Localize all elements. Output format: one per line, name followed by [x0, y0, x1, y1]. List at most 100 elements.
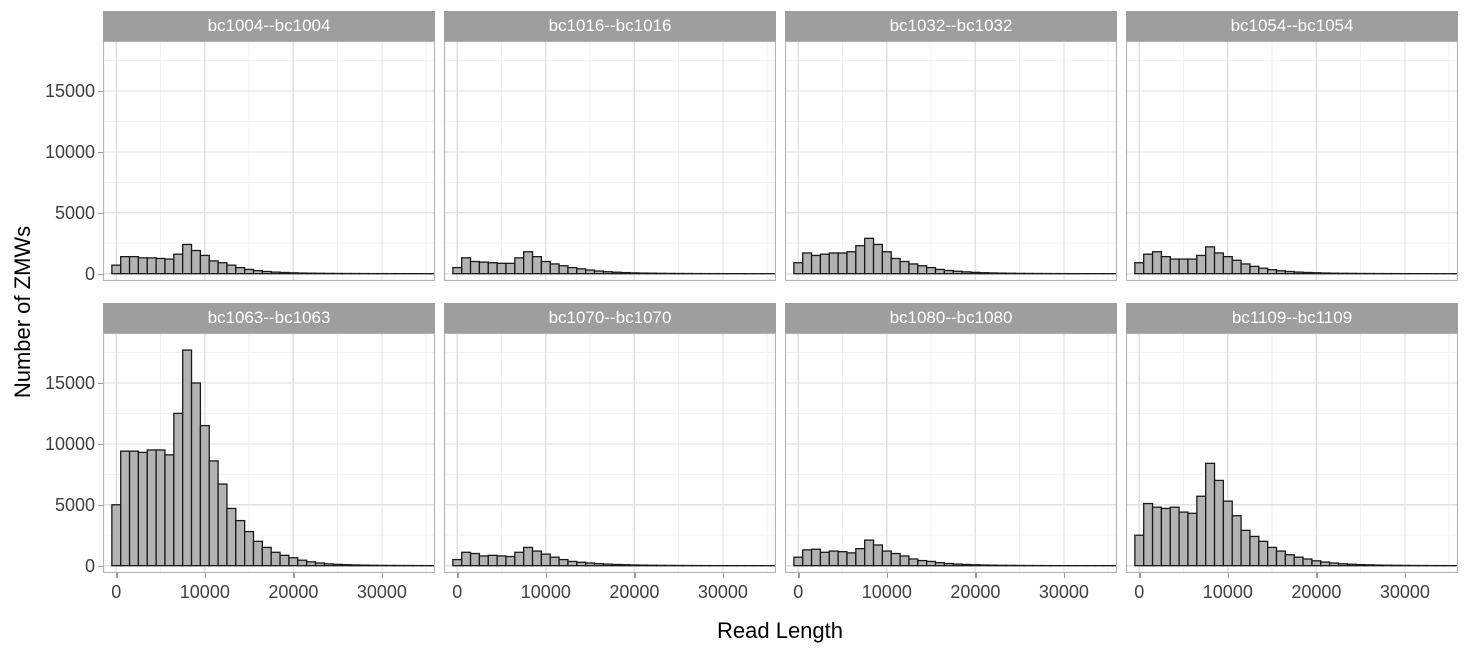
histogram-bar	[1240, 529, 1251, 567]
histogram-bar	[611, 563, 622, 567]
histogram-bar	[1231, 515, 1242, 567]
histogram-bar	[881, 550, 892, 567]
histogram-bar	[629, 564, 640, 567]
y-tick-label: 10000	[44, 433, 95, 454]
histogram-bar	[208, 260, 219, 275]
x-tick-label: 0	[111, 582, 122, 602]
histogram-bar	[146, 449, 157, 567]
histogram-bar	[793, 556, 804, 567]
x-tick-mark	[1227, 573, 1230, 578]
histogram-bars	[793, 237, 1117, 275]
x-tick-mark	[381, 573, 384, 578]
histogram-bar	[943, 562, 954, 567]
x-tick-mark	[634, 573, 636, 578]
x-tick-label: 10000	[1202, 582, 1253, 602]
histogram-bar	[359, 564, 370, 567]
histogram-bar	[1205, 462, 1216, 567]
histogram-bar	[1222, 255, 1233, 275]
y-tick-mark	[98, 443, 103, 446]
histogram-bar	[1311, 560, 1322, 567]
histogram-bar	[1187, 512, 1198, 567]
histogram-bar	[855, 547, 866, 567]
facet-panel-bc1109--bc1109	[1126, 333, 1458, 573]
facet-panel-bc1063--bc1063	[103, 333, 435, 573]
histogram-bar	[558, 265, 569, 275]
y-tick-label: 15000	[44, 80, 95, 101]
histogram-bar	[943, 269, 954, 275]
histogram-bar	[846, 251, 857, 275]
histogram-bar	[970, 564, 981, 567]
histogram-bar	[961, 563, 972, 567]
histogram-bar	[111, 504, 122, 567]
histogram-bar	[540, 553, 551, 567]
histogram-bar	[846, 552, 857, 567]
histogram-bar	[128, 450, 140, 567]
histogram-bar	[558, 558, 569, 567]
panel-background	[1126, 41, 1458, 281]
x-tick-mark	[457, 573, 459, 578]
y-tick-mark	[98, 382, 103, 385]
histogram-bar	[890, 552, 901, 567]
histogram-bar	[323, 563, 334, 567]
minor-gridlines	[1126, 333, 1458, 573]
panel-border	[1126, 333, 1458, 573]
histogram-bar	[208, 460, 219, 567]
x-tick-mark	[1404, 573, 1407, 578]
facet-panel-bc1016--bc1016	[444, 41, 776, 281]
histogram-bar	[540, 260, 551, 275]
panel-border	[444, 333, 776, 573]
x-tick-mark	[545, 573, 548, 578]
histogram-bar	[1328, 562, 1340, 567]
histogram-bar	[146, 257, 157, 275]
facet-strip-bc1063--bc1063: bc1063--bc1063	[103, 303, 435, 333]
histogram-bar	[332, 563, 343, 567]
histogram-bar	[1205, 246, 1216, 275]
histogram-bar	[638, 272, 649, 275]
histogram-bar	[514, 551, 525, 567]
histogram-bar	[190, 249, 202, 275]
histogram-bar	[611, 271, 622, 275]
histogram-bar	[244, 530, 255, 567]
histogram-bar	[235, 266, 246, 275]
histogram-bar	[1293, 556, 1304, 567]
facet-strip-bc1016--bc1016: bc1016--bc1016	[444, 11, 776, 41]
minor-gridlines	[785, 333, 1117, 573]
histogram-bar	[190, 382, 202, 567]
histogram-bar	[469, 552, 481, 567]
histogram-bar	[1302, 271, 1313, 275]
x-tick-mark	[116, 573, 118, 578]
histogram-bar	[602, 563, 613, 567]
histogram-bar	[514, 257, 525, 275]
histogram-bar	[1302, 558, 1313, 567]
x-tick-mark	[798, 573, 800, 578]
histogram-bar	[297, 272, 308, 275]
histogram-bar	[934, 561, 946, 567]
x-tick-label: 0	[452, 582, 463, 602]
histogram-bar	[164, 258, 175, 275]
histogram-bar	[350, 564, 361, 567]
histogram-bar	[620, 564, 631, 567]
y-tick-label: 10000	[44, 141, 95, 162]
histogram-bar	[137, 451, 148, 567]
histogram-bar	[987, 272, 999, 275]
histogram-bar	[926, 266, 937, 275]
y-tick-mark	[98, 90, 103, 93]
histogram-bar	[837, 252, 848, 275]
major-gridlines	[444, 333, 776, 573]
y-tick-mark	[98, 504, 103, 507]
facet-panel-bc1054--bc1054	[1126, 41, 1458, 281]
panel-background	[444, 333, 776, 573]
histogram-bar	[226, 264, 237, 275]
histogram-bar	[270, 551, 281, 567]
histogram-bar	[934, 268, 946, 275]
histogram-bar	[576, 268, 587, 275]
histogram-bar	[1258, 540, 1269, 567]
histogram-bar	[1169, 506, 1180, 567]
histogram-bar	[523, 251, 534, 275]
histogram-bar	[1169, 258, 1180, 275]
histogram-bar	[1275, 270, 1287, 275]
histogram-bar	[261, 270, 272, 275]
facet-strip-bc1070--bc1070: bc1070--bc1070	[444, 303, 776, 333]
facet-panel-bc1080--bc1080	[785, 333, 1117, 573]
histogram-bar	[173, 412, 184, 567]
